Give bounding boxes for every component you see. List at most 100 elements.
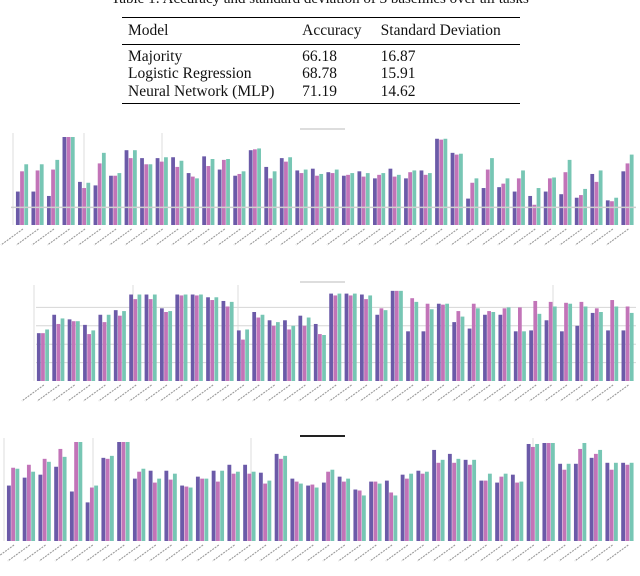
x-tick-label-mark: [180, 544, 204, 562]
bar: [179, 160, 184, 225]
x-tick-label-mark: [359, 384, 383, 402]
cell-model: Neural Network (MLP): [128, 82, 275, 100]
bar: [144, 164, 149, 225]
x-tick-label-mark: [544, 384, 568, 402]
bar: [253, 149, 257, 225]
bar: [184, 486, 189, 541]
x-tick-label-mark: [93, 228, 117, 246]
bar: [211, 470, 216, 541]
x-tick-label-mark: [322, 544, 346, 562]
bar: [56, 323, 61, 381]
x-tick-label-mark: [357, 228, 381, 246]
bar: [456, 458, 461, 541]
bar: [436, 462, 441, 541]
x-tick-label-mark: [259, 544, 283, 562]
bar: [389, 492, 394, 541]
bar: [31, 191, 36, 225]
bar: [394, 290, 399, 381]
bar: [118, 315, 122, 381]
results-table: Model Accuracy Standard Deviation Majori…: [122, 17, 520, 104]
bar: [420, 473, 425, 541]
bar: [46, 461, 51, 541]
bar: [38, 474, 43, 541]
bar: [529, 330, 533, 381]
bar: [20, 171, 24, 225]
bar: [152, 294, 157, 381]
bar: [202, 156, 207, 225]
bar: [552, 177, 556, 225]
bar: [406, 331, 410, 381]
x-tick-label-mark: [113, 384, 137, 402]
bar: [148, 299, 153, 381]
x-tick-label-mark: [385, 544, 409, 562]
bar: [248, 150, 253, 225]
bar: [414, 301, 419, 381]
bar: [432, 449, 437, 541]
bar: [179, 295, 184, 381]
x-tick-label-mark: [416, 544, 440, 562]
bar: [233, 175, 238, 225]
x-tick-label-mark: [267, 384, 291, 402]
bar: [346, 174, 350, 225]
bar: [76, 321, 80, 381]
bar: [226, 159, 230, 225]
bar: [471, 303, 476, 381]
x-tick-label-mark: [144, 384, 168, 402]
bar: [186, 173, 191, 225]
bar: [258, 472, 263, 541]
bar: [235, 471, 240, 541]
bar: [472, 459, 477, 541]
bar: [241, 339, 245, 381]
x-tick-label-mark: [311, 228, 334, 246]
bar: [74, 442, 79, 541]
bar: [373, 178, 377, 225]
bar: [609, 469, 614, 541]
bar: [562, 469, 567, 541]
bar: [410, 298, 415, 381]
bar: [365, 173, 370, 225]
bar: [245, 329, 249, 381]
bar: [564, 302, 568, 381]
bar: [132, 478, 137, 541]
x-tick-label-mark: [36, 384, 60, 402]
bar: [578, 448, 583, 541]
x-tick-label-mark: [406, 384, 429, 402]
x-tick-label-mark: [450, 228, 474, 246]
bar: [499, 476, 504, 541]
x-tick-label-mark: [133, 544, 157, 562]
bar: [263, 483, 268, 541]
x-tick-label-mark: [159, 384, 183, 402]
bar: [459, 153, 463, 225]
x-tick-label-mark: [313, 384, 337, 402]
bar: [503, 473, 508, 541]
bar: [421, 331, 426, 381]
bar: [117, 442, 122, 541]
bar: [526, 443, 531, 541]
x-tick-label-mark: [101, 544, 125, 562]
bar: [621, 171, 626, 225]
x-tick-label-mark: [38, 544, 62, 562]
bar: [290, 478, 295, 541]
bar: [563, 172, 568, 225]
bar: [267, 480, 272, 541]
bar: [519, 481, 524, 541]
x-tick-label-mark: [206, 384, 229, 402]
bar: [594, 308, 599, 381]
bar: [590, 312, 595, 381]
x-tick-label-mark: [329, 384, 352, 402]
bar: [501, 183, 506, 225]
bar: [337, 293, 342, 381]
bar: [536, 188, 541, 225]
bar: [83, 324, 87, 381]
x-tick-label-mark: [280, 228, 303, 246]
bar: [613, 462, 618, 541]
bar: [440, 459, 445, 541]
bar: [348, 295, 353, 381]
bar: [82, 188, 87, 225]
bar: [506, 307, 511, 381]
bar: [214, 297, 219, 381]
x-tick-label-mark: [559, 228, 583, 246]
bar: [466, 198, 470, 225]
bar: [384, 480, 389, 541]
bar: [530, 446, 535, 541]
